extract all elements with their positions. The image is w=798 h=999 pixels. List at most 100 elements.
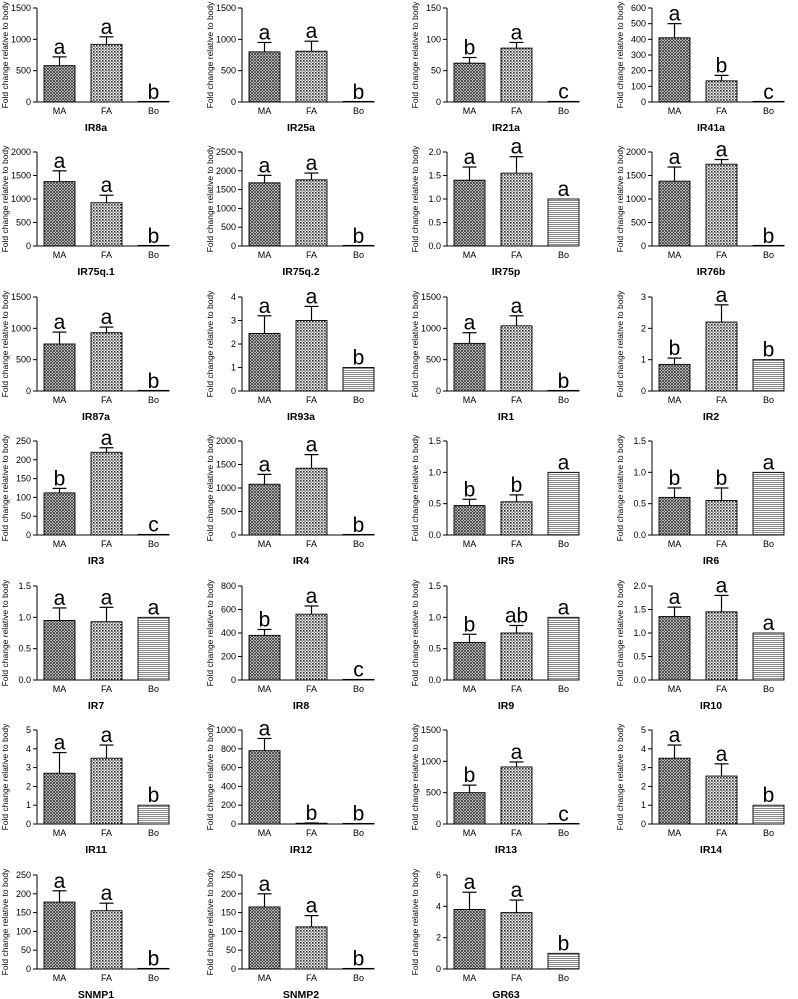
y-tick-label: 1.0 — [633, 628, 646, 638]
bar-fa — [500, 172, 533, 247]
bar-ma — [248, 906, 281, 970]
x-tick-label: FA — [306, 828, 317, 838]
significance-letter: a — [669, 3, 681, 26]
y-tick-label: 0 — [26, 386, 31, 396]
y-axis-label: Fold change relative to body — [410, 290, 420, 398]
y-axis-label: Fold change relative to body — [0, 145, 10, 253]
y-axis-label: Fold change relative to body — [205, 579, 215, 687]
x-tick-label: MA — [258, 106, 272, 116]
y-tick-label: 0.0 — [633, 530, 646, 540]
y-tick-label: 2 — [641, 781, 646, 791]
y-tick-label: 100 — [16, 926, 31, 936]
y-tick-label: 800 — [221, 581, 236, 591]
significance-letter: b — [511, 474, 523, 497]
y-axis-label: Fold change relative to body — [205, 1, 215, 109]
chart-title: IR2 — [703, 411, 720, 423]
x-tick-label: MA — [53, 973, 67, 983]
x-tick-label: Bo — [353, 106, 364, 116]
y-tick-label: 100 — [221, 926, 236, 936]
y-tick-label: 1500 — [216, 460, 236, 470]
chart-panel-ir75p: 0.0 0.5 1.0 1.5 2.0 Fold change relative to b… — [410, 136, 580, 278]
y-tick-label: 600 — [221, 763, 236, 773]
significance-letter: c — [353, 659, 364, 682]
x-tick-label: MA — [258, 539, 272, 549]
significance-letter: a — [763, 451, 775, 474]
y-axis-label: Fold change relative to body — [0, 434, 10, 542]
x-tick-label: FA — [511, 973, 522, 983]
x-tick-label: Bo — [763, 106, 774, 116]
y-tick-label: 5 — [641, 725, 646, 735]
bar-bo — [342, 822, 375, 825]
chart-title: IR12 — [290, 844, 312, 856]
x-tick-label: MA — [53, 395, 67, 405]
y-tick-label: 1.0 — [428, 612, 441, 622]
y-tick-label: 0.0 — [428, 675, 441, 685]
chart-title: IR76b — [697, 266, 726, 278]
x-tick-label: Bo — [148, 684, 159, 694]
y-tick-label: 0 — [26, 530, 31, 540]
significance-letter: a — [259, 295, 271, 318]
y-tick-label: 0 — [26, 97, 31, 107]
x-tick-label: MA — [258, 973, 272, 983]
significance-letter: a — [511, 879, 523, 902]
y-tick-label: 1 — [641, 355, 646, 365]
y-tick-label: 0 — [436, 819, 441, 829]
x-tick-label: Bo — [148, 395, 159, 405]
significance-letter: a — [669, 146, 681, 169]
significance-letter: a — [148, 596, 160, 619]
y-tick-label: 1500 — [11, 292, 31, 302]
chart-title: IR41a — [697, 122, 725, 134]
chart-title: IR75q.2 — [282, 266, 320, 278]
x-tick-label: MA — [463, 250, 477, 260]
bar-bo — [547, 822, 580, 825]
y-tick-label: 0 — [231, 97, 236, 107]
y-tick-label: 2000 — [626, 147, 646, 157]
y-tick-label: 1500 — [11, 3, 31, 13]
x-tick-label: MA — [258, 395, 272, 405]
y-axis-label: Fold change relative to body — [0, 868, 10, 976]
bar-bo — [342, 367, 375, 392]
x-tick-label: FA — [716, 828, 727, 838]
x-tick-label: FA — [511, 106, 522, 116]
y-tick-label: 0 — [231, 386, 236, 396]
bar-bo — [137, 244, 170, 247]
y-tick-label: 0.0 — [428, 530, 441, 540]
x-tick-label: Bo — [148, 250, 159, 260]
bar-fa — [295, 613, 328, 681]
bar-fa — [90, 43, 123, 103]
bar-ma — [453, 909, 486, 970]
y-tick-label: 1500 — [421, 725, 441, 735]
chart-panel-ir11: 0 1 2 3 4 5 Fold change relative to body a MA a FA… — [0, 723, 170, 856]
y-tick-label: 200 — [631, 66, 646, 76]
significance-letter: a — [306, 434, 318, 457]
significance-letter: b — [558, 370, 570, 393]
bar-ma — [248, 750, 281, 825]
x-tick-label: MA — [53, 106, 67, 116]
significance-letter: a — [306, 152, 318, 175]
y-tick-label: 400 — [221, 628, 236, 638]
y-tick-label: 250 — [221, 870, 236, 880]
significance-letter: a — [669, 724, 681, 747]
significance-letter: a — [716, 574, 728, 597]
y-tick-label: 100 — [426, 34, 441, 44]
y-tick-label: 0 — [231, 241, 236, 251]
y-tick-label: 0 — [436, 97, 441, 107]
significance-letter: b — [148, 81, 160, 104]
bar-fa — [295, 179, 328, 247]
significance-letter: b — [148, 225, 160, 248]
y-tick-label: 1000 — [216, 725, 236, 735]
significance-letter: c — [558, 803, 569, 826]
x-tick-label: Bo — [353, 973, 364, 983]
chart-panel-ir93a: 0 1 2 3 4 Fold change relative to body a MA a FA b… — [205, 285, 375, 423]
chart-title: IR13 — [495, 844, 517, 856]
y-tick-label: 600 — [221, 605, 236, 615]
y-tick-label: 0 — [26, 819, 31, 829]
significance-letter: b — [763, 784, 775, 807]
x-tick-label: MA — [668, 539, 682, 549]
y-tick-label: 2 — [26, 781, 31, 791]
significance-letter: b — [148, 948, 160, 971]
bar-ma — [453, 505, 486, 536]
x-tick-label: FA — [101, 973, 112, 983]
bar-ma — [658, 757, 691, 825]
bar-fa — [705, 611, 738, 681]
